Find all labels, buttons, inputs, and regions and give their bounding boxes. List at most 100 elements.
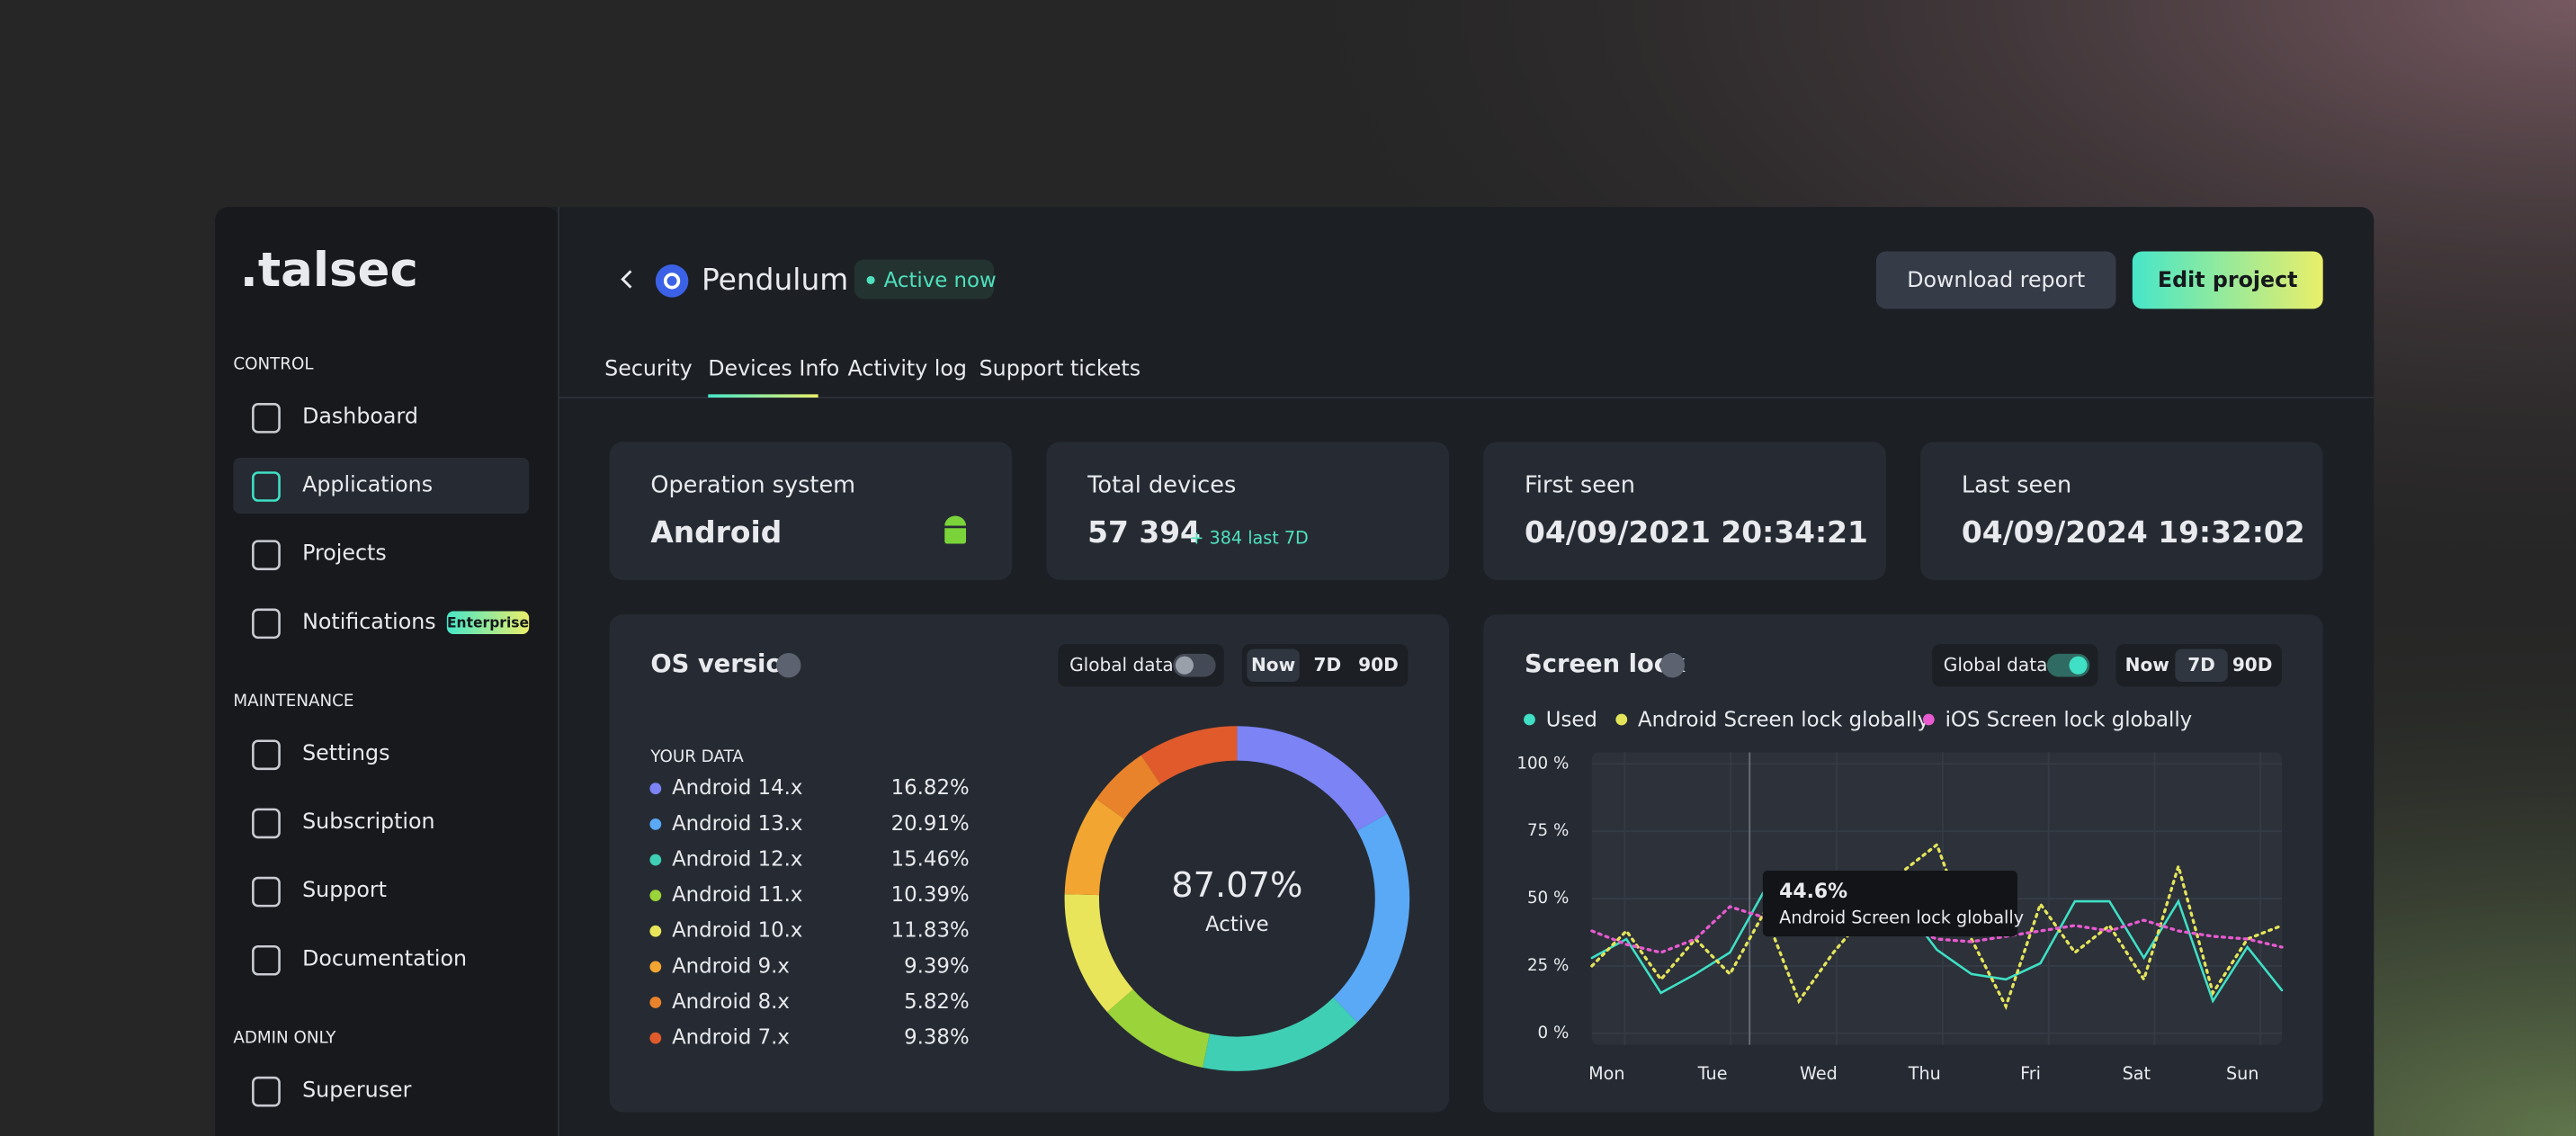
legend-label: Android 7.x bbox=[672, 1026, 790, 1050]
button-label[interactable]: Edit project bbox=[2158, 267, 2298, 292]
legend-label: iOS Screen lock globally bbox=[1945, 708, 2193, 731]
nav-item[interactable]: Projects bbox=[302, 541, 387, 566]
stat-card bbox=[1920, 442, 2323, 580]
nav-item[interactable]: Dashboard bbox=[302, 403, 418, 428]
status-text: Active now bbox=[884, 269, 997, 292]
nav-item[interactable]: Subscription bbox=[302, 809, 434, 834]
toggle-label: Global data bbox=[1069, 654, 1174, 675]
tab[interactable]: Security bbox=[604, 355, 692, 380]
legend-value: 15.46% bbox=[891, 847, 970, 871]
legend-dot bbox=[649, 783, 662, 795]
button[interactable] bbox=[1875, 251, 2116, 309]
nav-icon bbox=[252, 608, 281, 640]
period[interactable]: Now bbox=[2125, 654, 2169, 675]
badge bbox=[446, 611, 530, 635]
tooltip-label: Android Screen lock globally bbox=[1779, 907, 2024, 927]
donut-segment bbox=[1064, 799, 1125, 896]
stat-value: 04/09/2021 20:34:21 bbox=[1525, 514, 1868, 550]
legend-dot bbox=[649, 1032, 662, 1044]
legend-dot bbox=[649, 854, 662, 866]
legend-label: Android 11.x bbox=[672, 883, 802, 907]
legend-label: Used bbox=[1546, 708, 1597, 731]
badge-label: Enterprise bbox=[447, 615, 529, 631]
project-name: Pendulum bbox=[702, 262, 848, 297]
status-pill bbox=[854, 259, 995, 300]
x-tick-label: Sat bbox=[2123, 1063, 2151, 1084]
stat-label: First seen bbox=[1525, 472, 1635, 499]
tab[interactable]: Devices Info bbox=[708, 355, 839, 380]
stat-card bbox=[609, 442, 1013, 580]
tooltip-value: 44.6% bbox=[1779, 881, 1847, 903]
tab-underline bbox=[708, 394, 818, 398]
y-tick-label: 25 % bbox=[1527, 956, 1569, 975]
legend-label: Android 12.x bbox=[672, 847, 802, 871]
info-icon bbox=[1659, 653, 1686, 678]
toggle-label: Global data bbox=[1944, 654, 2048, 675]
x-tick-label: Mon bbox=[1588, 1063, 1624, 1084]
legend-dot bbox=[649, 818, 662, 830]
button-label[interactable]: Download report bbox=[1907, 267, 2085, 292]
nav-item[interactable]: Applications bbox=[302, 472, 433, 497]
period[interactable]: 7D bbox=[2187, 654, 2215, 675]
status-dot bbox=[866, 275, 875, 284]
legend-value: 10.39% bbox=[891, 883, 970, 907]
panel-title: OS version bbox=[650, 650, 800, 678]
tab[interactable]: Support tickets bbox=[979, 355, 1141, 380]
android-icon bbox=[944, 515, 967, 544]
period[interactable]: 90D bbox=[1358, 654, 1399, 675]
period[interactable]: 7D bbox=[1314, 654, 1342, 675]
stat-value: Android bbox=[650, 514, 782, 550]
y-tick-label: 75 % bbox=[1527, 821, 1569, 840]
legend-dot bbox=[649, 890, 662, 901]
panel-title: Screen lock bbox=[1525, 650, 1686, 678]
x-tick-label: Fri bbox=[2020, 1063, 2041, 1084]
nav-item[interactable]: Settings bbox=[302, 740, 389, 765]
tooltip bbox=[1762, 871, 2017, 937]
nav-item[interactable]: Notifications bbox=[302, 609, 436, 634]
nav-item[interactable]: Documentation bbox=[302, 945, 467, 971]
nav-icon bbox=[252, 471, 281, 502]
nav-icon bbox=[252, 876, 281, 908]
x-tick-label: Thu bbox=[1908, 1063, 1941, 1084]
stat-value: 57 394 bbox=[1087, 514, 1201, 550]
donut-segment bbox=[1106, 988, 1211, 1069]
back-button[interactable] bbox=[621, 270, 632, 289]
nav-icon bbox=[252, 540, 281, 570]
legend-label: Android 13.x bbox=[672, 812, 802, 836]
period[interactable]: Now bbox=[1251, 654, 1295, 675]
legend-dot bbox=[649, 961, 662, 973]
nav-item[interactable]: Support bbox=[302, 877, 387, 902]
x-tick-label: Sun bbox=[2226, 1063, 2258, 1084]
section-title: CONTROL bbox=[233, 354, 314, 373]
button[interactable] bbox=[2132, 251, 2323, 309]
legend-value: 9.39% bbox=[904, 954, 970, 978]
stat-note: + 384 last 7D bbox=[1189, 528, 1308, 549]
legend-dot bbox=[649, 997, 662, 1008]
tab[interactable]: Activity log bbox=[848, 355, 968, 380]
legend-dot bbox=[649, 925, 662, 937]
donut-segment bbox=[1064, 894, 1134, 1013]
info-icon bbox=[776, 653, 801, 678]
logo: .talsec bbox=[240, 243, 418, 298]
nav-icon bbox=[252, 808, 281, 839]
nav-active bbox=[233, 458, 530, 514]
project-icon-ring bbox=[663, 273, 681, 290]
donut-segment bbox=[1096, 755, 1161, 819]
stat-value: 04/09/2024 19:32:02 bbox=[1962, 514, 2305, 550]
period[interactable]: 90D bbox=[2232, 654, 2273, 675]
donut-segment bbox=[1333, 813, 1410, 1023]
stat-label: Operation system bbox=[650, 472, 855, 499]
nav-icon bbox=[252, 944, 281, 976]
y-tick-label: 0 % bbox=[1538, 1024, 1570, 1042]
nav-item[interactable]: Superuser bbox=[302, 1077, 412, 1102]
x-tick-label: Tue bbox=[1697, 1063, 1728, 1084]
legend-value: 16.82% bbox=[891, 776, 970, 800]
switch-knob bbox=[2069, 656, 2088, 675]
project-icon bbox=[655, 264, 689, 298]
donut-segment bbox=[1140, 726, 1238, 784]
line-series bbox=[1590, 842, 2284, 1011]
legend-value: 20.91% bbox=[891, 812, 970, 836]
stat-label: Last seen bbox=[1962, 472, 2071, 499]
